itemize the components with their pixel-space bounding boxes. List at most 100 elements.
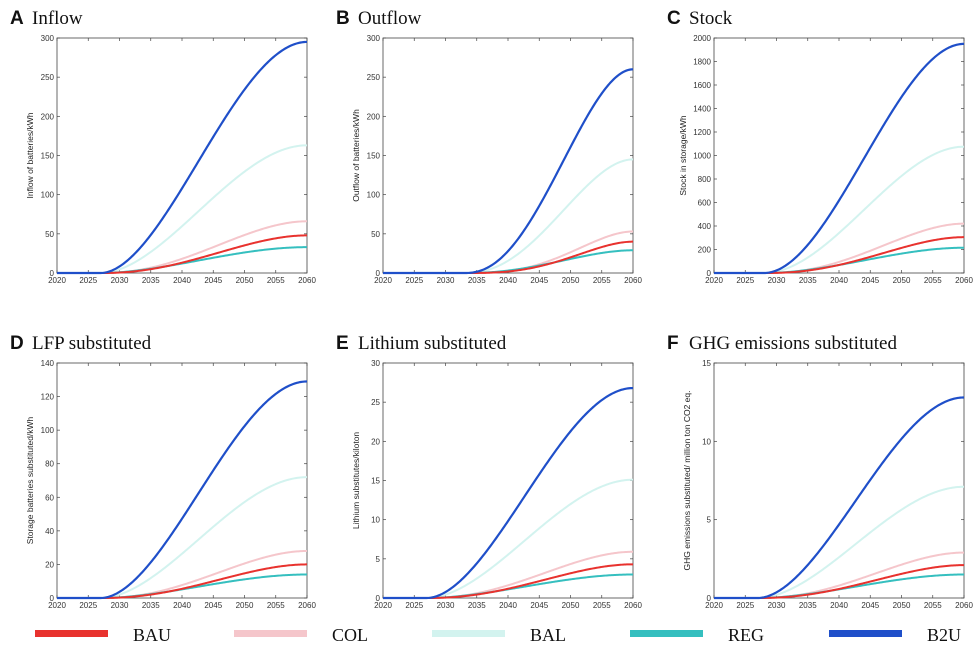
x-tick-label: 2040 bbox=[173, 276, 191, 285]
y-tick-label: 10 bbox=[371, 516, 380, 525]
series-group bbox=[57, 40, 308, 275]
x-tick-label: 2060 bbox=[955, 601, 973, 610]
series-group bbox=[383, 68, 634, 275]
y-tick-label: 0 bbox=[50, 269, 55, 278]
x-tick-label: 2030 bbox=[111, 601, 129, 610]
y-tick-label: 300 bbox=[367, 34, 381, 43]
legend-label: REG bbox=[728, 625, 764, 645]
x-tick-label: 2045 bbox=[204, 601, 222, 610]
y-tick-label: 10 bbox=[702, 437, 711, 446]
plot-area bbox=[713, 362, 965, 599]
x-tick-label: 2060 bbox=[955, 276, 973, 285]
y-tick-label: 100 bbox=[41, 191, 55, 200]
panel-b: B Outflow 2020 2025 2030 2035 2040 2045 2050 2055… bbox=[336, 8, 642, 285]
y-tick-label: 1200 bbox=[693, 128, 711, 137]
legend-swatch bbox=[432, 630, 505, 637]
x-tick-label: 2055 bbox=[924, 601, 942, 610]
series-group bbox=[57, 380, 308, 600]
plot-area bbox=[382, 37, 634, 274]
y-tick-label: 150 bbox=[41, 152, 55, 161]
y-tick-label: 140 bbox=[41, 359, 55, 368]
y-tick-label: 0 bbox=[707, 594, 712, 603]
legend-label: B2U bbox=[927, 625, 961, 645]
panel-title: Outflow bbox=[358, 8, 422, 29]
x-tick-label: 2040 bbox=[499, 276, 517, 285]
y-tick-label: 100 bbox=[367, 191, 381, 200]
plot-area bbox=[382, 362, 634, 599]
x-tick-label: 2060 bbox=[624, 276, 642, 285]
x-tick-label: 2020 bbox=[705, 601, 723, 610]
legend-item-b2u: B2U bbox=[829, 625, 961, 645]
panel-letter: F bbox=[667, 333, 679, 354]
x-tick-label: 2020 bbox=[705, 276, 723, 285]
x-tick-label: 2045 bbox=[530, 276, 548, 285]
y-tick-label: 250 bbox=[367, 73, 381, 82]
legend-swatch bbox=[234, 630, 307, 637]
panel-title: GHG emissions substituted bbox=[689, 333, 897, 354]
x-tick-label: 2040 bbox=[830, 601, 848, 610]
y-tick-label: 300 bbox=[41, 34, 55, 43]
x-tick-label: 2025 bbox=[736, 601, 754, 610]
series-group bbox=[714, 42, 965, 275]
x-tick-label: 2035 bbox=[468, 601, 486, 610]
x-tick-label: 2050 bbox=[236, 601, 254, 610]
x-tick-label: 2045 bbox=[861, 276, 879, 285]
x-tick-label: 2060 bbox=[298, 276, 316, 285]
x-tick-label: 2045 bbox=[530, 601, 548, 610]
y-axis-label: Storage batteries substituted/kWh bbox=[25, 416, 35, 544]
y-tick-label: 400 bbox=[698, 222, 712, 231]
y-tick-label: 1600 bbox=[693, 81, 711, 90]
x-tick-label: 2040 bbox=[830, 276, 848, 285]
panel-letter: B bbox=[336, 8, 350, 29]
series-line-b2u bbox=[57, 380, 308, 600]
y-tick-label: 150 bbox=[367, 152, 381, 161]
legend-swatch bbox=[630, 630, 703, 637]
y-tick-label: 80 bbox=[45, 460, 54, 469]
x-tick-label: 2020 bbox=[48, 276, 66, 285]
y-axis-label: Inflow of batteries/kWh bbox=[25, 112, 35, 198]
plot-area bbox=[713, 37, 965, 274]
y-tick-label: 200 bbox=[698, 246, 712, 255]
x-tick-label: 2050 bbox=[893, 601, 911, 610]
legend-swatch bbox=[829, 630, 902, 637]
x-tick-label: 2020 bbox=[374, 276, 392, 285]
y-tick-label: 5 bbox=[707, 516, 712, 525]
x-tick-label: 2050 bbox=[562, 601, 580, 610]
legend-label: COL bbox=[332, 625, 368, 645]
x-tick-label: 2055 bbox=[267, 601, 285, 610]
panel-letter: E bbox=[336, 333, 349, 354]
series-line-b2u bbox=[714, 42, 965, 275]
y-tick-label: 30 bbox=[371, 359, 380, 368]
panel-letter: C bbox=[667, 8, 681, 29]
x-tick-label: 2025 bbox=[79, 601, 97, 610]
y-axis-label: Outflow of batteries/kWh bbox=[351, 109, 361, 202]
panel-letter: A bbox=[10, 8, 24, 29]
y-tick-label: 200 bbox=[367, 112, 381, 121]
panel-f: F GHG emissions substituted 2020 2025 2030 20… bbox=[667, 333, 973, 610]
x-tick-label: 2020 bbox=[48, 601, 66, 610]
y-tick-label: 250 bbox=[41, 73, 55, 82]
y-tick-label: 120 bbox=[41, 393, 55, 402]
y-axis-label: GHG emissions substituted/ million ton C… bbox=[682, 391, 692, 571]
y-tick-label: 0 bbox=[707, 269, 712, 278]
y-tick-label: 15 bbox=[702, 359, 711, 368]
panel-title: Lithium substituted bbox=[358, 333, 507, 354]
x-tick-label: 2025 bbox=[79, 276, 97, 285]
y-axis-label: Lithium substitutes/kiloton bbox=[351, 432, 361, 530]
y-tick-label: 50 bbox=[45, 230, 54, 239]
x-tick-label: 2030 bbox=[768, 601, 786, 610]
y-tick-label: 50 bbox=[371, 230, 380, 239]
series-line-b2u bbox=[57, 40, 308, 275]
x-tick-label: 2025 bbox=[405, 601, 423, 610]
y-axis-label: Stock in storage/kWh bbox=[678, 115, 688, 196]
series-line-b2u bbox=[714, 396, 965, 600]
y-tick-label: 60 bbox=[45, 493, 54, 502]
y-tick-label: 1800 bbox=[693, 58, 711, 67]
y-tick-label: 40 bbox=[45, 527, 54, 536]
y-tick-label: 0 bbox=[50, 594, 55, 603]
x-tick-label: 2045 bbox=[204, 276, 222, 285]
x-tick-label: 2055 bbox=[593, 276, 611, 285]
